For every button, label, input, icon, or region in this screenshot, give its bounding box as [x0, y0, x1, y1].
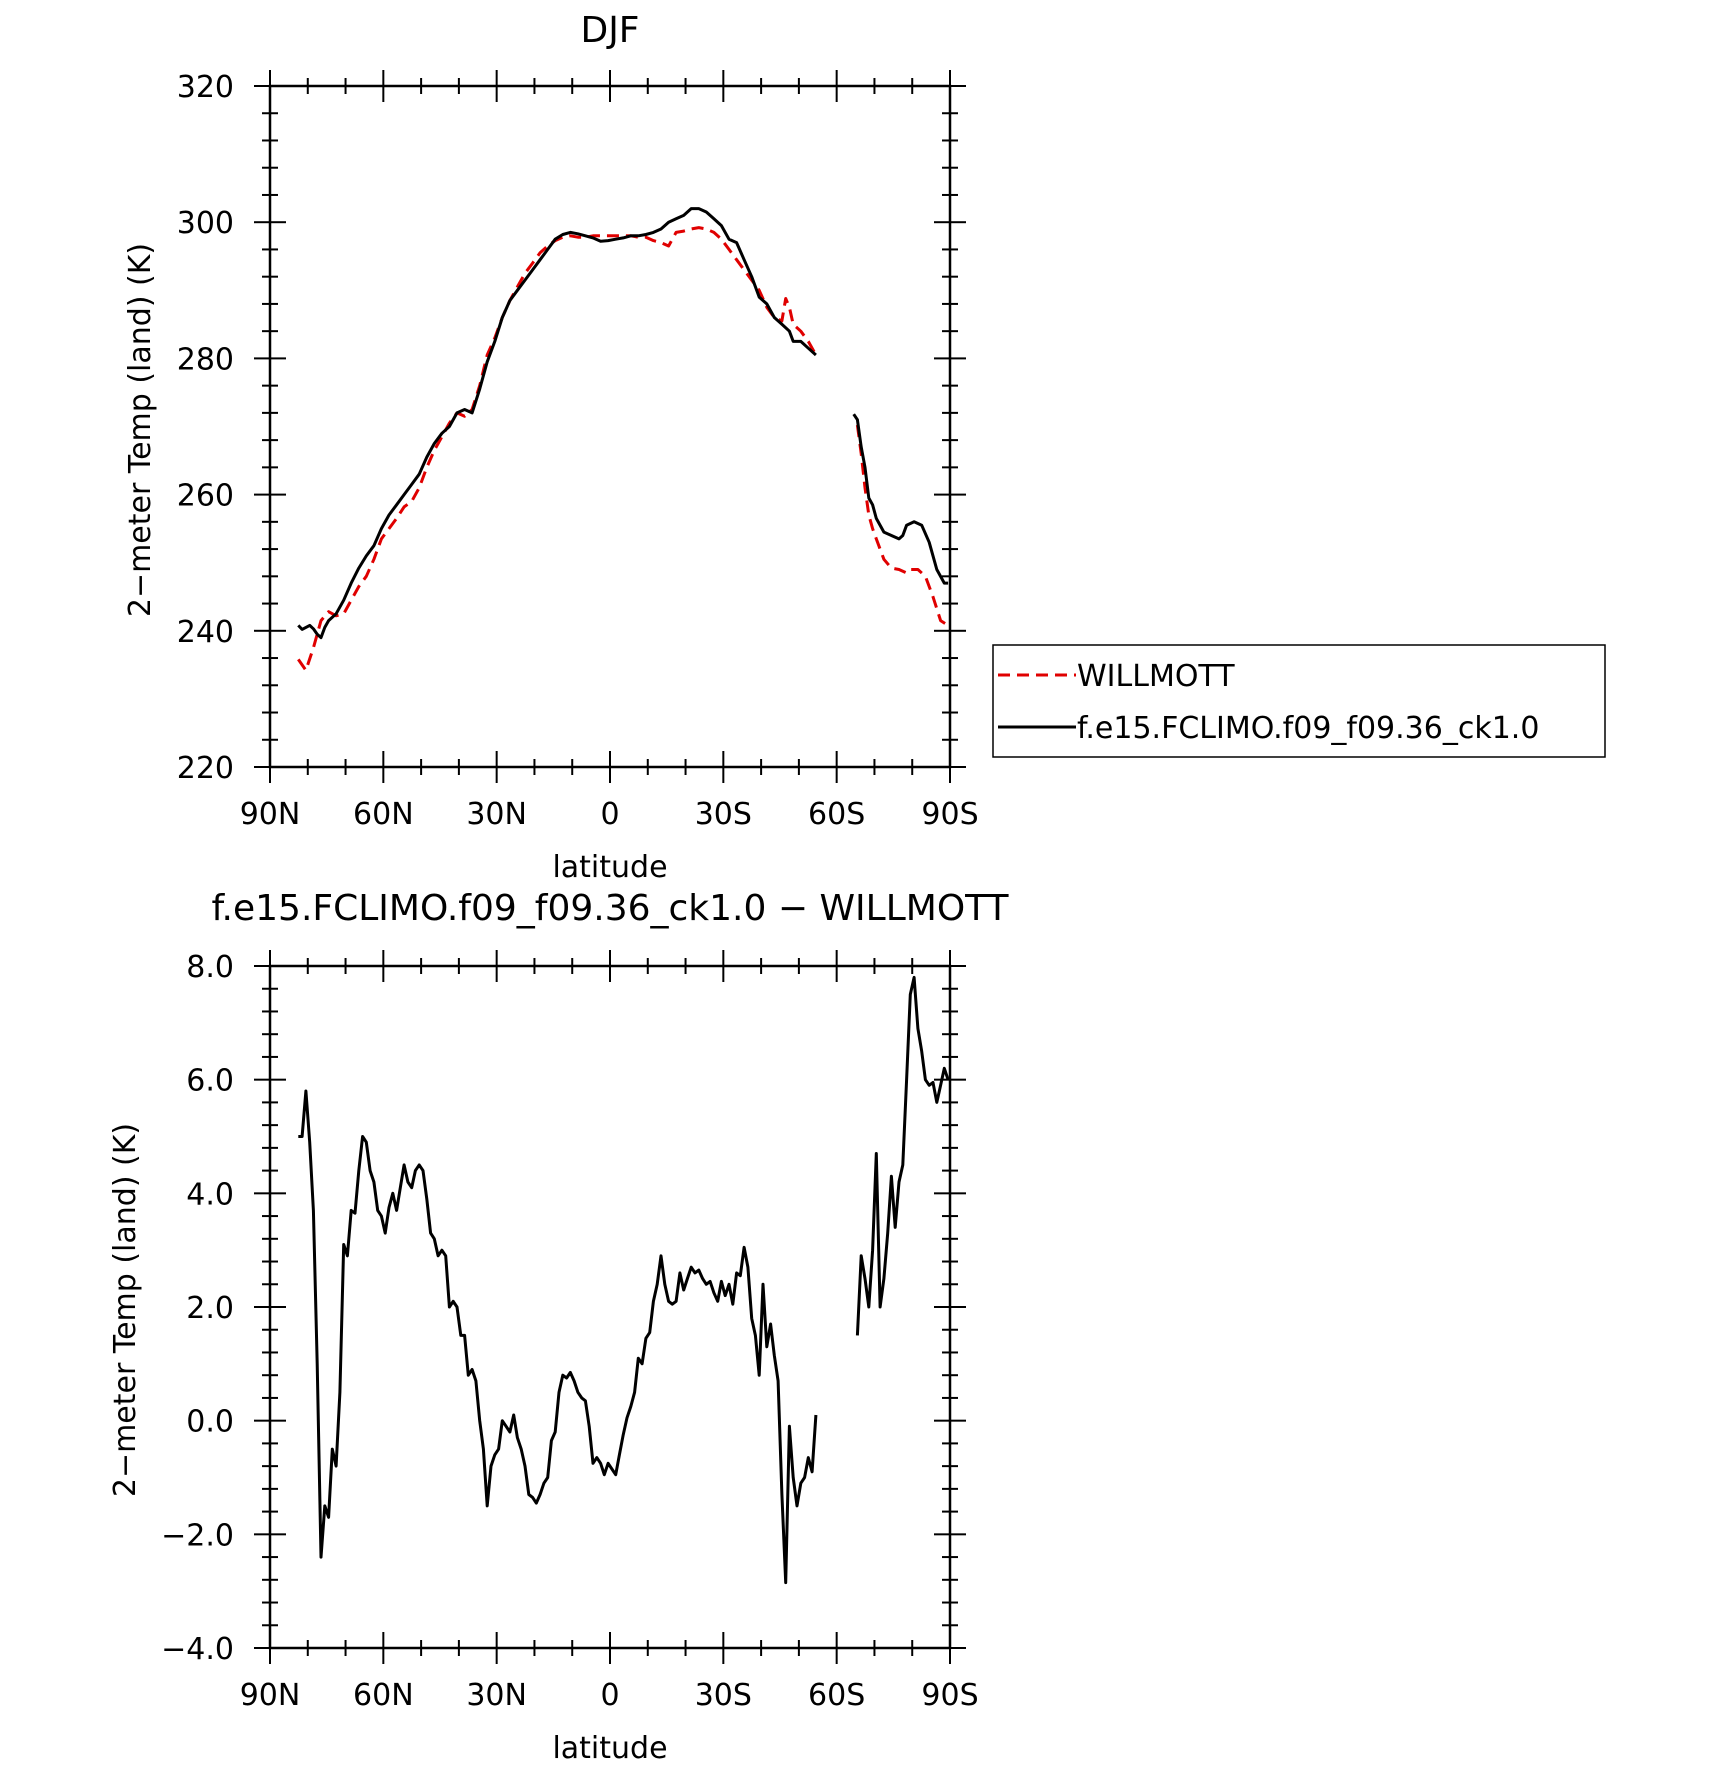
legend-box [992, 644, 1606, 758]
x-tick-label: 0 [600, 1678, 619, 1713]
x-tick-label: 0 [600, 797, 619, 832]
chart-difference-title: f.e15.FCLIMO.f09_f09.36_ck1.0 − WILLMOTT [211, 888, 1009, 929]
legend-label-model: f.e15.FCLIMO.f09_f09.36_ck1.0 [1077, 711, 1539, 746]
x-tick-label: 30N [466, 1678, 527, 1713]
y-tick-label: 260 [177, 479, 234, 514]
x-tick-label: 90S [921, 1678, 978, 1713]
chart-djf-series-0-line-1 [855, 424, 949, 627]
y-tick-label: 2.0 [186, 1291, 234, 1326]
x-tick-label: 60S [808, 1678, 865, 1713]
x-tick-label: 30S [695, 797, 752, 832]
chart-djf-series-1-line-0 [297, 207, 817, 640]
x-tick-label: 90N [240, 1678, 301, 1713]
y-tick-label: 8.0 [186, 950, 234, 985]
x-tick-label: 90N [240, 797, 301, 832]
y-tick-label: 4.0 [186, 1177, 234, 1212]
chart-difference-xlabel: latitude [552, 1731, 667, 1762]
y-tick-label: 320 [177, 70, 234, 105]
chart-djf-legend: WILLMOTT f.e15.FCLIMO.f09_f09.36_ck1.0 [992, 644, 1606, 758]
chart-djf-series-0-line-0 [297, 226, 818, 672]
x-tick-label: 60N [353, 797, 414, 832]
y-tick-label: 220 [177, 751, 234, 786]
x-tick-label: 60N [353, 1678, 414, 1713]
chart-djf-ylabel: 2−meter Temp (land) (K) [123, 243, 158, 617]
y-tick-label: 6.0 [186, 1064, 234, 1099]
chart-djf-title: DJF [580, 10, 639, 51]
chart-difference-ylabel: 2−meter Temp (land) (K) [108, 1123, 143, 1497]
chart-djf-xlabel: latitude [552, 850, 667, 885]
chart-difference: f.e15.FCLIMO.f09_f09.36_ck1.0 − WILLMOTT… [108, 888, 1010, 1766]
x-tick-label: 30S [695, 1678, 752, 1713]
y-tick-label: 300 [177, 206, 234, 241]
chart-djf: DJF latitude 2−meter Temp (land) (K) 90N… [123, 10, 1606, 885]
plot-frame [268, 964, 952, 1650]
x-tick-label: 30N [466, 797, 527, 832]
y-tick-label: 0.0 [186, 1405, 234, 1440]
chart-difference-series-0-line-0 [298, 1089, 818, 1585]
y-tick-label: −4.0 [161, 1632, 234, 1667]
y-tick-label: −2.0 [161, 1518, 234, 1553]
chart-difference-series-0-line-1 [855, 975, 950, 1336]
legend-label-willmott: WILLMOTT [1077, 659, 1235, 694]
chart-djf-series-1-line-1 [852, 413, 949, 585]
y-tick-label: 240 [177, 615, 234, 650]
plot-frame [268, 84, 952, 769]
x-tick-label: 60S [808, 797, 865, 832]
y-tick-label: 280 [177, 342, 234, 377]
x-tick-label: 90S [921, 797, 978, 832]
